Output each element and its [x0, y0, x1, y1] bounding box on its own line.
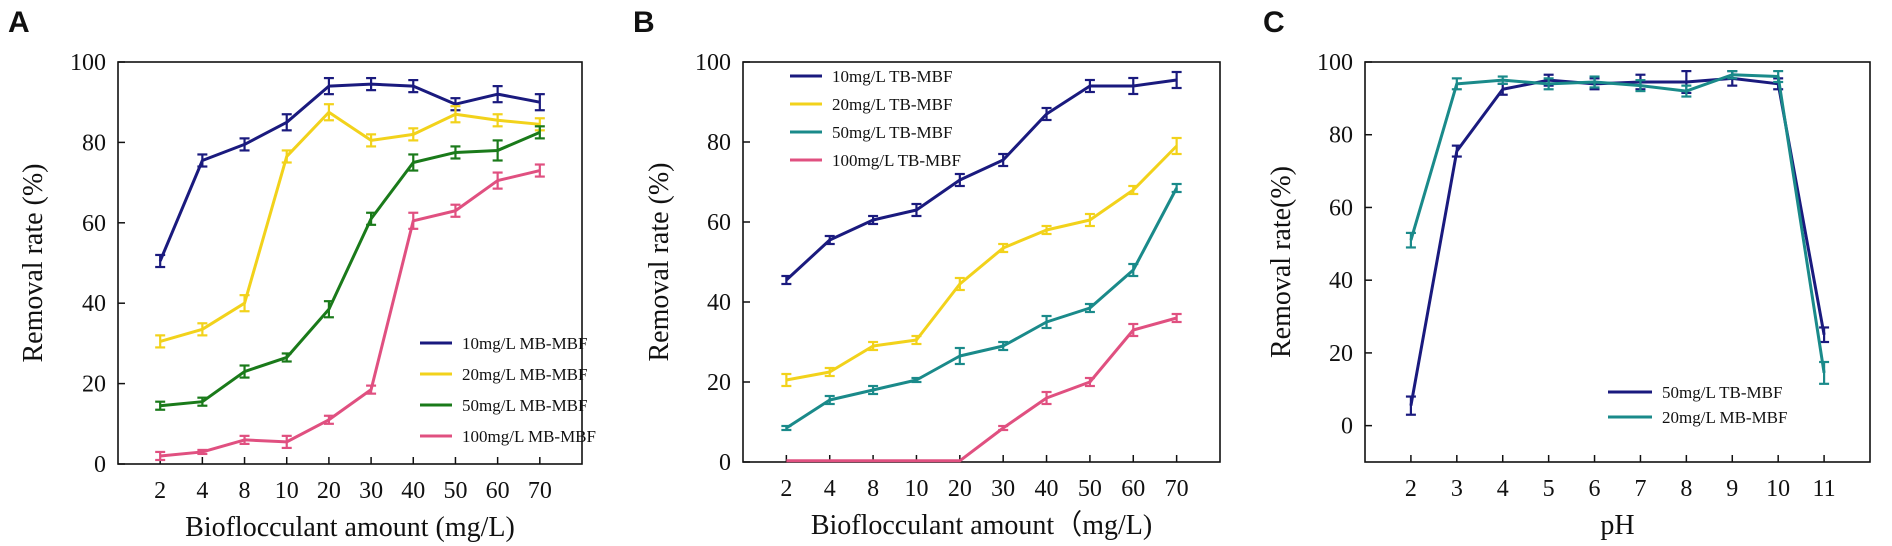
legend: 10mg/L MB-MBF 20mg/L MB-MBF 50mg/L MB-MBF 1…	[420, 334, 596, 446]
legend: 50mg/L TB-MBF 20mg/L MB-MBF	[1608, 383, 1787, 427]
series-100mg-l-tb-mbf	[786, 312, 1182, 463]
y-tick-label: 100	[695, 50, 731, 76]
plot-frame	[1364, 61, 1871, 463]
y-tick-label: 60	[1329, 195, 1353, 221]
chart-panel-b: B 0 20 40 60 80 100 2 4 8 10 20 30 40 50 60 70 Biofloccul…	[633, 6, 1221, 541]
series-10mg-l-mb-mbf	[155, 76, 545, 269]
y-tick-label: 40	[82, 291, 106, 317]
series-line	[160, 169, 541, 458]
y-axis-title: Removal rate (%)	[18, 163, 49, 362]
y-tick-label: 20	[707, 370, 731, 396]
chart-panel-c: C 0 20 40 60 80 100 2 3 4 5 6 7 8 9 10 11 pH Removal rate(…	[1263, 6, 1871, 541]
x-tick-label: 10	[1766, 476, 1790, 502]
x-tick-label: 50	[1078, 476, 1102, 502]
y-tick-label: 40	[1329, 268, 1353, 294]
x-tick-label: 7	[1634, 476, 1646, 502]
y-tick-label: 20	[82, 372, 106, 398]
x-tick-label: 60	[1121, 476, 1145, 502]
y-tick-label: 100	[1317, 50, 1353, 76]
x-tick-label: 8	[867, 476, 879, 502]
legend-label: 10mg/L TB-MBF	[832, 67, 952, 86]
series-100mg-l-mb-mbf	[155, 163, 545, 462]
y-tick-label: 0	[94, 452, 106, 478]
series-line	[785, 187, 1178, 430]
x-tick-label: 30	[991, 476, 1015, 502]
legend-label: 20mg/L MB-MBF	[1662, 408, 1787, 427]
x-tick-label: 8	[1680, 476, 1692, 502]
y-tick-label: 40	[707, 290, 731, 316]
legend-label: 20mg/L TB-MBF	[832, 95, 952, 114]
x-tick-label: 8	[239, 478, 251, 504]
series-50mg-l-mb-mbf	[155, 125, 545, 411]
panel-letter: A	[8, 6, 30, 39]
y-tick-label: 0	[1341, 414, 1353, 440]
legend-label: 10mg/L MB-MBF	[462, 334, 587, 353]
chart-panel-a: A 0 20 40 60 80 100 2 4 8 10 20 30 40 50 60 70 Biofloccul…	[8, 6, 596, 543]
x-tick-label: 30	[359, 478, 383, 504]
series-50mg-l-tb-mbf	[1405, 69, 1830, 416]
legend-label: 100mg/L TB-MBF	[832, 151, 961, 170]
x-axis-title: pH	[1600, 510, 1634, 541]
panel-letter: B	[633, 6, 655, 39]
legend-label: 50mg/L MB-MBF	[462, 396, 587, 415]
y-tick-label: 80	[1329, 123, 1353, 149]
y-tick-label: 60	[707, 210, 731, 236]
y-tick-label: 0	[719, 450, 731, 476]
series-line	[786, 144, 1178, 382]
series-20mg-l-mb-mbf	[155, 103, 545, 349]
x-tick-label: 20	[317, 478, 341, 504]
x-tick-label: 2	[1405, 476, 1417, 502]
x-tick-label: 4	[1497, 476, 1509, 502]
x-tick-label: 40	[401, 478, 425, 504]
series-line	[786, 316, 1178, 463]
x-tick-label: 10	[275, 478, 299, 504]
plot-frame	[117, 61, 583, 465]
series-line	[160, 130, 541, 408]
x-tick-label: 70	[1165, 476, 1189, 502]
series-line	[1409, 73, 1826, 374]
x-tick-label: 2	[780, 476, 792, 502]
series-10mg-l-tb-mbf	[781, 70, 1182, 286]
x-tick-label: 40	[1035, 476, 1059, 502]
legend-label: 50mg/L TB-MBF	[832, 123, 952, 142]
x-tick-label: 5	[1543, 476, 1555, 502]
x-tick-label: 4	[196, 478, 208, 504]
x-tick-label: 11	[1813, 476, 1836, 502]
x-tick-label: 2	[154, 478, 166, 504]
legend-label: 50mg/L TB-MBF	[1662, 383, 1782, 402]
series-20mg-l-tb-mbf	[781, 136, 1182, 388]
y-axis-title: Removal rate (%)	[644, 162, 675, 361]
x-tick-label: 70	[528, 478, 552, 504]
x-tick-label: 50	[443, 478, 467, 504]
series-line	[1409, 76, 1826, 406]
series-line	[785, 78, 1177, 282]
y-tick-label: 100	[70, 50, 106, 76]
x-tick-label: 4	[824, 476, 836, 502]
x-axis-title: Bioflocculant amount（mg/L)	[811, 509, 1152, 541]
x-tick-label: 10	[904, 476, 928, 502]
panel-letter: C	[1263, 6, 1285, 39]
y-tick-label: 80	[707, 130, 731, 156]
series-20mg-l-mb-mbf	[1405, 69, 1830, 385]
series-line	[159, 110, 540, 343]
legend-label: 100mg/L MB-MBF	[462, 427, 596, 446]
series-line	[158, 82, 541, 262]
x-tick-label: 9	[1726, 476, 1738, 502]
plot-frame	[742, 61, 1221, 463]
y-tick-label: 60	[82, 211, 106, 237]
legend: 10mg/L TB-MBF 20mg/L TB-MBF 50mg/L TB-MBF 1…	[790, 67, 961, 170]
series-50mg-l-tb-mbf	[781, 182, 1182, 432]
x-axis-title: Bioflocculant amount (mg/L)	[185, 512, 515, 543]
legend-label: 20mg/L MB-MBF	[462, 365, 587, 384]
y-tick-label: 20	[1329, 341, 1353, 367]
y-axis-title: Removal rate(%)	[1266, 166, 1297, 358]
x-tick-label: 60	[486, 478, 510, 504]
x-tick-label: 3	[1451, 476, 1463, 502]
x-tick-label: 20	[948, 476, 972, 502]
x-tick-label: 6	[1589, 476, 1601, 502]
y-tick-label: 80	[82, 130, 106, 156]
